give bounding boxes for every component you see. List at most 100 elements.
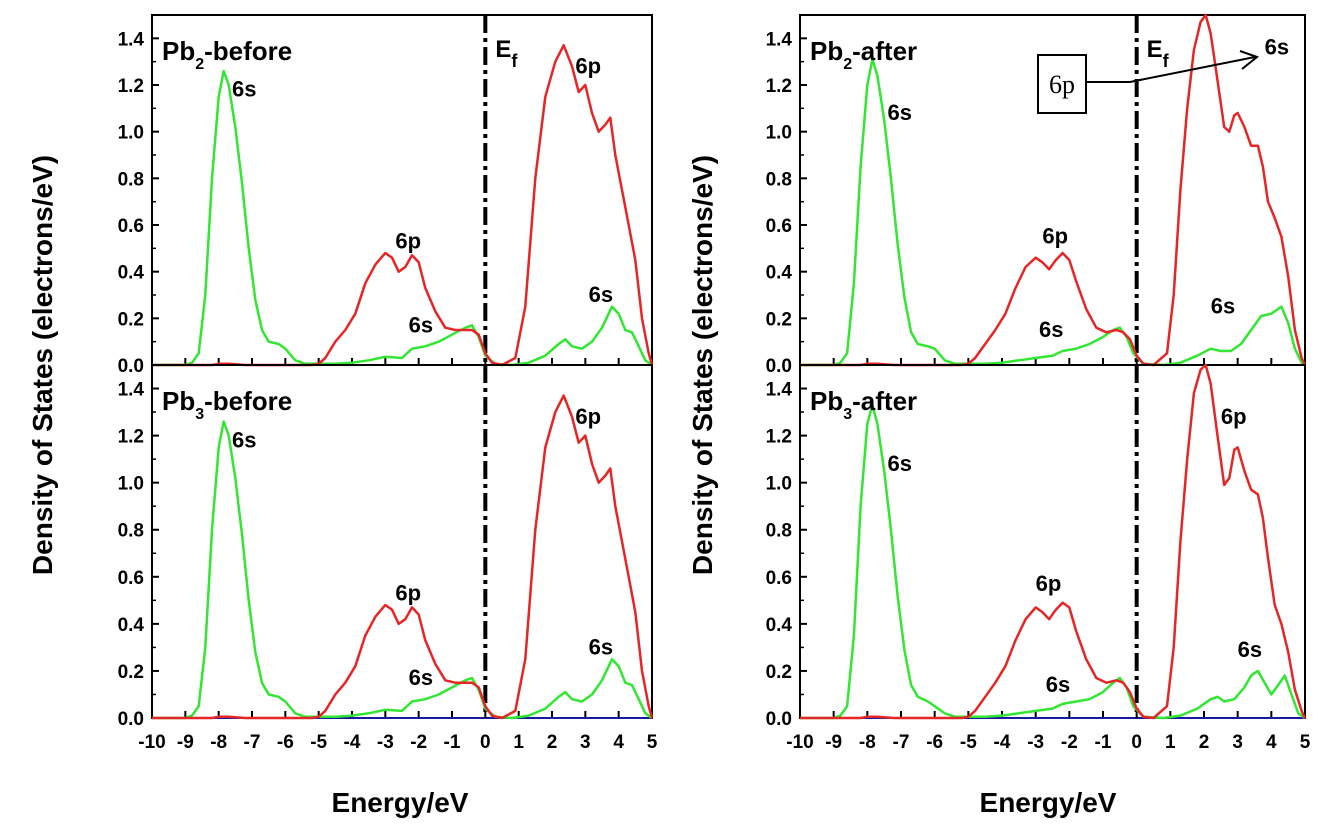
y-axis-title-left: Density of States (electrons/eV) — [27, 155, 58, 575]
y-tick-label: 0.4 — [118, 263, 145, 284]
y-tick-label: 1.2 — [118, 427, 144, 448]
x-tick-label: 1 — [1165, 732, 1176, 753]
x-tick-label: 2 — [1199, 732, 1210, 753]
x-tick-label: 3 — [580, 732, 591, 753]
x-tick-label: -2 — [1061, 732, 1078, 753]
peak-label-6s: 6s — [1211, 294, 1235, 319]
y-tick-label: 0.0 — [118, 709, 144, 730]
peak-label-6s: 6s — [888, 451, 912, 476]
x-tick-label: -7 — [244, 732, 261, 753]
x-tick-label: -8 — [859, 732, 876, 753]
peak-label-6s: 6s — [1039, 317, 1063, 342]
y-tick-label: 1.0 — [766, 123, 792, 144]
y-tick-label: 1.0 — [118, 474, 144, 495]
y-tick-label: 1.0 — [118, 123, 144, 144]
callout-box — [1037, 54, 1087, 114]
x-tick-label: 4 — [1266, 732, 1277, 753]
peak-label-6p: 6p — [575, 53, 601, 78]
y-tick-label: 0.2 — [766, 662, 792, 683]
y-tick-label: 0.4 — [118, 615, 145, 636]
x-axis-title-right: Energy/eV — [980, 787, 1117, 818]
y-tick-label: 1.2 — [118, 76, 144, 97]
y-axis-title-right: Density of States (electrons/eV) — [687, 155, 718, 575]
fermi-level-label: Ef — [495, 36, 518, 71]
x-tick-label: -10 — [138, 732, 165, 753]
callout-arrowhead — [1239, 50, 1260, 70]
peak-label-6s: 6s — [888, 100, 912, 125]
x-tick-label: 1 — [513, 732, 524, 753]
callout-leader-line — [1086, 56, 1256, 83]
peak-label-6p: 6p — [575, 404, 601, 429]
peak-label-6s: 6s — [232, 77, 256, 102]
x-tick-label: -3 — [377, 732, 394, 753]
panel-bottom-right: 0.00.20.40.60.81.01.21.4-10 -9 -8 -7 -6 -5 -4-… — [766, 363, 1311, 753]
y-tick-label: 1.4 — [118, 380, 145, 401]
peak-label-6p: 6p — [1036, 571, 1062, 596]
y-tick-label: 1.4 — [766, 29, 793, 50]
series-line-6s — [152, 420, 653, 720]
panel-top-right: 0.0 0.2 0.4 0.6 0.8 1.0 1.2 1.4 Pb2-after Ef 6s 6p 6… — [766, 13, 1307, 377]
panel-title: Pb2-before — [162, 36, 292, 73]
x-tick-label: -4 — [344, 732, 361, 753]
x-tick-label: 4 — [613, 732, 624, 753]
series-line-6s — [800, 403, 1306, 720]
y-tick-label: 0.0 — [766, 709, 792, 730]
y-tick-label: 0.6 — [118, 568, 144, 589]
x-axis-title-left: Energy/eV — [332, 787, 469, 818]
peak-label-6p: 6p — [395, 580, 421, 605]
peak-label-6p: 6p — [1221, 404, 1247, 429]
y-tick-label: 0.8 — [766, 521, 792, 542]
y-tick-label: 0.6 — [118, 216, 144, 237]
series-line-6s — [152, 69, 653, 367]
y-tick-label: 1.4 — [766, 380, 793, 401]
y-tick-label: 0.0 — [118, 356, 144, 377]
x-tick-label: 3 — [1232, 732, 1243, 753]
panels-group: 0.0 0.2 0.4 0.6 0.8 1.0 1.2 1.4 Pb2-before Ef 6s 6p… — [118, 13, 1311, 753]
x-tick-label: 2 — [547, 732, 558, 753]
series-line-6p — [152, 394, 654, 720]
peak-label-6s: 6s — [232, 427, 256, 452]
y-tick-label: 0.8 — [766, 169, 792, 190]
x-tick-label: -7 — [893, 732, 910, 753]
x-tick-label: 0 — [480, 732, 491, 753]
panel-bottom-left: 0.00.20.40.60.81.01.21.4-10 -9 -8 -7 -6 -5 -4-… — [118, 364, 658, 753]
x-tick-label: -6 — [277, 732, 294, 753]
x-tick-label: -1 — [1095, 732, 1112, 753]
series-line-6p — [152, 44, 654, 367]
y-tick-label: 0.8 — [118, 521, 144, 542]
y-tick-label: 0.4 — [766, 615, 793, 636]
y-tick-label: 0.8 — [118, 169, 144, 190]
x-tick-label: -8 — [210, 732, 227, 753]
y-tick-label: 1.0 — [766, 474, 792, 495]
peak-label-6p: 6p — [395, 228, 421, 253]
peak-label-6s: 6s — [409, 665, 433, 690]
x-tick-label: -2 — [410, 732, 427, 753]
y-tick-label: 0.2 — [118, 309, 144, 330]
y-tick-label: 0.0 — [766, 356, 792, 377]
x-tick-label: 5 — [1300, 732, 1311, 753]
y-tick-label: 1.2 — [766, 76, 792, 97]
y-tick-label: 0.4 — [766, 263, 793, 284]
panel-title: Pb2-after — [810, 36, 917, 73]
y-tick-label: 1.4 — [118, 29, 145, 50]
y-tick-label: 0.6 — [766, 216, 792, 237]
fermi-level-label: Ef — [1147, 36, 1170, 71]
y-tick-label: 0.6 — [766, 568, 792, 589]
callout-box-label: 6p — [1049, 70, 1075, 99]
x-tick-label: -5 — [960, 732, 977, 753]
x-tick-label: -6 — [926, 732, 943, 753]
series-line-6p — [800, 13, 1307, 367]
x-tick-label: -9 — [825, 732, 842, 753]
y-tick-label: 0.2 — [118, 662, 144, 683]
x-tick-label: -4 — [994, 732, 1011, 753]
panel-title: Pb3-before — [162, 386, 292, 423]
peak-label-6s: 6s — [1238, 637, 1262, 662]
series-line-6s — [800, 58, 1306, 367]
peak-label-6s: 6s — [589, 282, 613, 307]
peak-label-6s: 6s — [589, 634, 613, 659]
x-tick-label: -3 — [1027, 732, 1044, 753]
x-tick-label: -1 — [444, 732, 461, 753]
peak-label-6p: 6p — [1042, 224, 1068, 249]
x-tick-label: -10 — [786, 732, 813, 753]
x-tick-label: 0 — [1131, 732, 1142, 753]
